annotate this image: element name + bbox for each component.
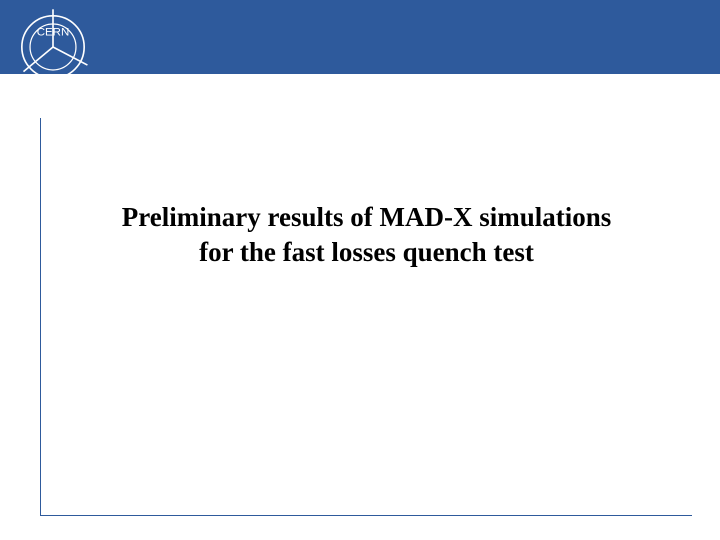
title-line-1: Preliminary results of MAD-X simulations xyxy=(71,200,662,235)
header-bar xyxy=(0,0,720,74)
cern-logo-icon: CERN xyxy=(12,6,94,88)
svg-text:CERN: CERN xyxy=(37,27,70,39)
content-frame: Preliminary results of MAD-X simulations… xyxy=(40,118,692,516)
slide-title: Preliminary results of MAD-X simulations… xyxy=(71,200,662,270)
title-line-2: for the fast losses quench test xyxy=(71,235,662,270)
sub-header-spacer xyxy=(0,74,720,104)
cern-logo: CERN xyxy=(12,6,94,88)
